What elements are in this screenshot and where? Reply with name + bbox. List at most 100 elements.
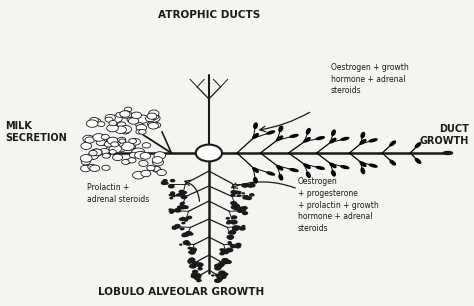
Circle shape	[181, 217, 185, 219]
Ellipse shape	[253, 168, 258, 172]
Ellipse shape	[415, 159, 420, 163]
Circle shape	[218, 262, 225, 266]
Circle shape	[228, 249, 233, 252]
Circle shape	[115, 126, 127, 133]
Circle shape	[170, 185, 174, 188]
Circle shape	[237, 209, 243, 212]
Circle shape	[116, 112, 124, 118]
Circle shape	[249, 182, 255, 185]
Circle shape	[228, 236, 234, 239]
Circle shape	[188, 251, 193, 254]
Circle shape	[147, 122, 155, 127]
Text: LOBULO ALVEOLAR GROWTH: LOBULO ALVEOLAR GROWTH	[98, 287, 264, 297]
Circle shape	[242, 211, 248, 215]
Circle shape	[191, 272, 197, 276]
Circle shape	[230, 201, 237, 205]
Circle shape	[242, 192, 245, 195]
Circle shape	[231, 202, 238, 207]
Circle shape	[102, 153, 110, 158]
Circle shape	[142, 143, 151, 148]
Ellipse shape	[369, 139, 377, 142]
Circle shape	[179, 190, 185, 194]
Circle shape	[188, 261, 192, 264]
Circle shape	[127, 145, 135, 150]
Circle shape	[249, 183, 255, 188]
Circle shape	[81, 165, 91, 172]
Circle shape	[249, 193, 255, 197]
Ellipse shape	[332, 130, 335, 135]
Circle shape	[176, 193, 181, 196]
Circle shape	[198, 279, 202, 282]
Text: Oestrogen + growth
hormone + adrenal
steroids: Oestrogen + growth hormone + adrenal ste…	[331, 63, 409, 95]
Ellipse shape	[277, 166, 283, 170]
Ellipse shape	[443, 151, 453, 155]
Ellipse shape	[341, 166, 349, 169]
Ellipse shape	[390, 141, 395, 146]
Circle shape	[106, 146, 118, 153]
Circle shape	[230, 193, 236, 196]
Ellipse shape	[415, 143, 420, 147]
Circle shape	[181, 222, 186, 224]
Circle shape	[219, 271, 226, 275]
Circle shape	[214, 278, 221, 283]
Circle shape	[136, 129, 143, 134]
Ellipse shape	[290, 169, 298, 171]
Circle shape	[170, 179, 175, 182]
Circle shape	[214, 263, 221, 268]
Circle shape	[99, 139, 109, 145]
Circle shape	[187, 260, 191, 262]
Circle shape	[81, 143, 91, 149]
Circle shape	[105, 114, 116, 121]
Ellipse shape	[277, 136, 283, 140]
Circle shape	[228, 231, 232, 234]
Circle shape	[241, 206, 248, 210]
Circle shape	[217, 278, 222, 282]
Circle shape	[109, 150, 116, 154]
Circle shape	[118, 122, 126, 127]
Circle shape	[226, 222, 231, 225]
Circle shape	[128, 118, 139, 124]
Circle shape	[188, 258, 196, 262]
Ellipse shape	[253, 134, 258, 138]
Circle shape	[171, 192, 174, 195]
Circle shape	[90, 118, 99, 123]
Circle shape	[169, 209, 174, 212]
Circle shape	[104, 153, 110, 158]
Circle shape	[241, 225, 246, 227]
Circle shape	[152, 166, 161, 172]
Circle shape	[226, 248, 233, 252]
Circle shape	[133, 171, 145, 179]
Circle shape	[241, 183, 249, 188]
Circle shape	[228, 243, 232, 245]
Circle shape	[157, 170, 166, 176]
Circle shape	[185, 231, 192, 236]
Circle shape	[191, 274, 197, 278]
Circle shape	[225, 260, 231, 264]
Ellipse shape	[279, 126, 283, 132]
Circle shape	[121, 142, 134, 151]
Ellipse shape	[254, 123, 257, 129]
Circle shape	[147, 113, 157, 119]
Circle shape	[130, 138, 140, 145]
Circle shape	[196, 279, 201, 282]
Circle shape	[195, 277, 200, 280]
Text: Prolactin +
adrenal steroids: Prolactin + adrenal steroids	[87, 183, 149, 204]
Circle shape	[228, 241, 232, 244]
Circle shape	[226, 217, 230, 220]
Circle shape	[179, 205, 187, 210]
Circle shape	[107, 137, 118, 144]
Circle shape	[186, 233, 191, 235]
Circle shape	[235, 243, 242, 247]
Circle shape	[128, 144, 136, 149]
Circle shape	[215, 274, 220, 277]
Circle shape	[122, 159, 129, 164]
Circle shape	[184, 241, 189, 244]
Circle shape	[106, 137, 118, 145]
Circle shape	[169, 209, 175, 213]
Text: DUCT
GROWTH: DUCT GROWTH	[419, 124, 469, 146]
Circle shape	[179, 244, 182, 246]
Circle shape	[228, 236, 233, 240]
Circle shape	[191, 261, 198, 266]
Circle shape	[149, 110, 159, 117]
Circle shape	[120, 125, 132, 133]
